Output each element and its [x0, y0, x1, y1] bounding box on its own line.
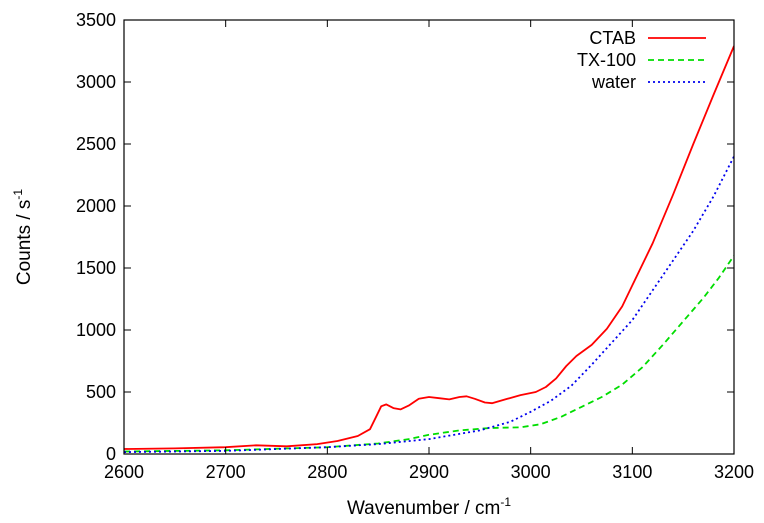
- series-line-ctab: [124, 46, 734, 449]
- x-tick-label: 2600: [104, 462, 144, 482]
- x-axis-label: Wavenumber / cm-1: [347, 495, 511, 519]
- y-tick-label: 3000: [76, 72, 116, 92]
- y-tick-label: 3500: [76, 10, 116, 30]
- y-axis-label: Counts / s-1: [11, 189, 35, 286]
- x-tick-label: 3000: [511, 462, 551, 482]
- y-tick-label: 0: [106, 444, 116, 464]
- x-tick-label: 2800: [307, 462, 347, 482]
- x-tick-label: 2900: [409, 462, 449, 482]
- series-line-water: [124, 156, 734, 452]
- x-tick-label: 3200: [714, 462, 754, 482]
- legend-label: water: [591, 72, 636, 92]
- y-tick-label: 2000: [76, 196, 116, 216]
- plot-frame: [124, 20, 734, 454]
- x-tick-label: 3100: [612, 462, 652, 482]
- legend-label: TX-100: [577, 50, 636, 70]
- legend-label: CTAB: [589, 28, 636, 48]
- x-tick-label: 2700: [206, 462, 246, 482]
- y-tick-label: 500: [86, 382, 116, 402]
- y-tick-label: 1000: [76, 320, 116, 340]
- y-tick-label: 1500: [76, 258, 116, 278]
- y-tick-label: 2500: [76, 134, 116, 154]
- series-line-tx-100: [124, 256, 734, 452]
